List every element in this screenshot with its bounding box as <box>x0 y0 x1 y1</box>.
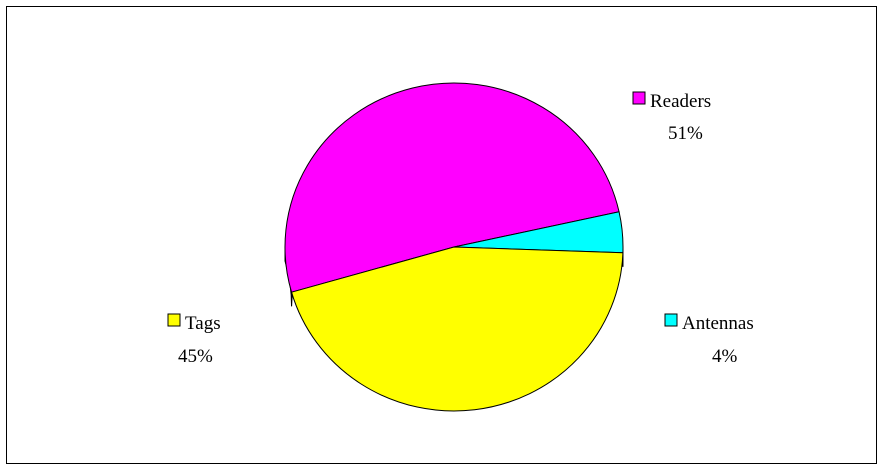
slice-readers <box>284 82 620 293</box>
percent-label-antennas: 4% <box>712 346 738 367</box>
slice-tags <box>290 246 624 412</box>
legend-swatch-tags <box>167 313 181 327</box>
category-label-readers: Readers <box>650 91 711 112</box>
pie-slices <box>284 82 624 412</box>
legend-swatch-antennas <box>664 313 678 327</box>
percent-label-readers: 51% <box>668 123 703 144</box>
label-antennas: Antennas 4% <box>664 313 754 367</box>
legend-swatch-readers <box>632 91 646 105</box>
label-readers: Readers 51% <box>632 91 711 144</box>
label-tags: Tags 45% <box>167 313 221 367</box>
category-label-tags: Tags <box>185 313 221 334</box>
slice-labels: Readers 51% Antennas 4% Tags 45% <box>167 91 754 367</box>
percent-label-tags: 45% <box>178 346 213 367</box>
category-label-antennas: Antennas <box>682 313 754 334</box>
